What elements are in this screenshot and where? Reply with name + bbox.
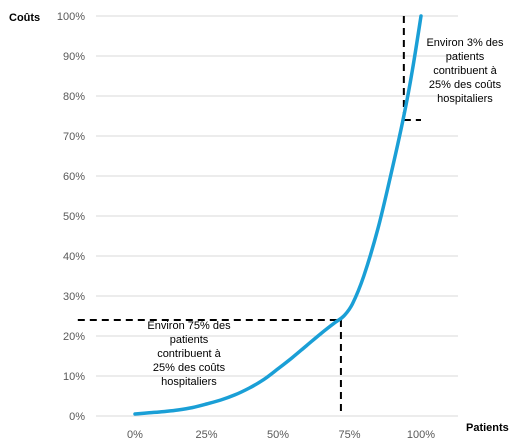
annotations: Environ 75% des patients contribuent à 25% …: [147, 37, 504, 388]
y-tick-label-50: 50%: [63, 211, 85, 223]
y-tick-label-100: 100%: [57, 11, 85, 23]
annotation-2-line-5: hospitaliers: [437, 93, 493, 105]
annotation-1-line-4: 25% des coûts: [153, 362, 226, 374]
annotation-2-line-3: contribuent à: [433, 65, 497, 77]
annotation-1-line-3: contribuent à: [157, 348, 221, 360]
reference-lines: [77, 16, 421, 416]
annotation-2-line-4: 25% des coûts: [429, 79, 502, 91]
x-tick-label-75: 75%: [338, 429, 360, 441]
annotation-2-line-1: Environ 3% des: [426, 37, 504, 49]
x-tick-label-50: 50%: [267, 429, 289, 441]
y-tick-label-10: 10%: [63, 371, 85, 383]
y-tick-label-40: 40%: [63, 251, 85, 263]
y-tick-label-60: 60%: [63, 171, 85, 183]
annotation-1-line-2: patients: [170, 334, 209, 346]
annotation-1-line-5: hospitaliers: [161, 376, 217, 388]
y-tick-label-20: 20%: [63, 331, 85, 343]
annotation-1-line-1: Environ 75% des: [147, 320, 231, 332]
x-tick-label-100: 100%: [407, 429, 435, 441]
x-tick-label-0: 0%: [127, 429, 143, 441]
x-tick-label-25: 25%: [195, 429, 217, 441]
gridlines: [96, 15, 458, 417]
y-tick-label-90: 90%: [63, 51, 85, 63]
annotation-2: Environ 3% des patients contribuent à 25% d…: [426, 37, 504, 105]
x-tick-labels: 0% 25% 50% 75% 100%: [127, 429, 435, 441]
series-line-1: [133, 14, 423, 416]
y-tick-label-70: 70%: [63, 131, 85, 143]
y-tick-label-80: 80%: [63, 91, 85, 103]
y-tick-labels: 0% 10% 20% 30% 40% 50% 60% 70% 80% 90% 100%: [57, 11, 85, 423]
x-axis-title: Patients: [466, 422, 509, 434]
y-tick-label-30: 30%: [63, 291, 85, 303]
y-tick-label-0: 0%: [69, 411, 85, 423]
series-layer: [133, 14, 423, 416]
y-axis-title: Coûts: [9, 12, 40, 24]
annotation-2-line-2: patients: [446, 51, 485, 63]
annotation-1: Environ 75% des patients contribuent à 25% …: [147, 320, 231, 388]
